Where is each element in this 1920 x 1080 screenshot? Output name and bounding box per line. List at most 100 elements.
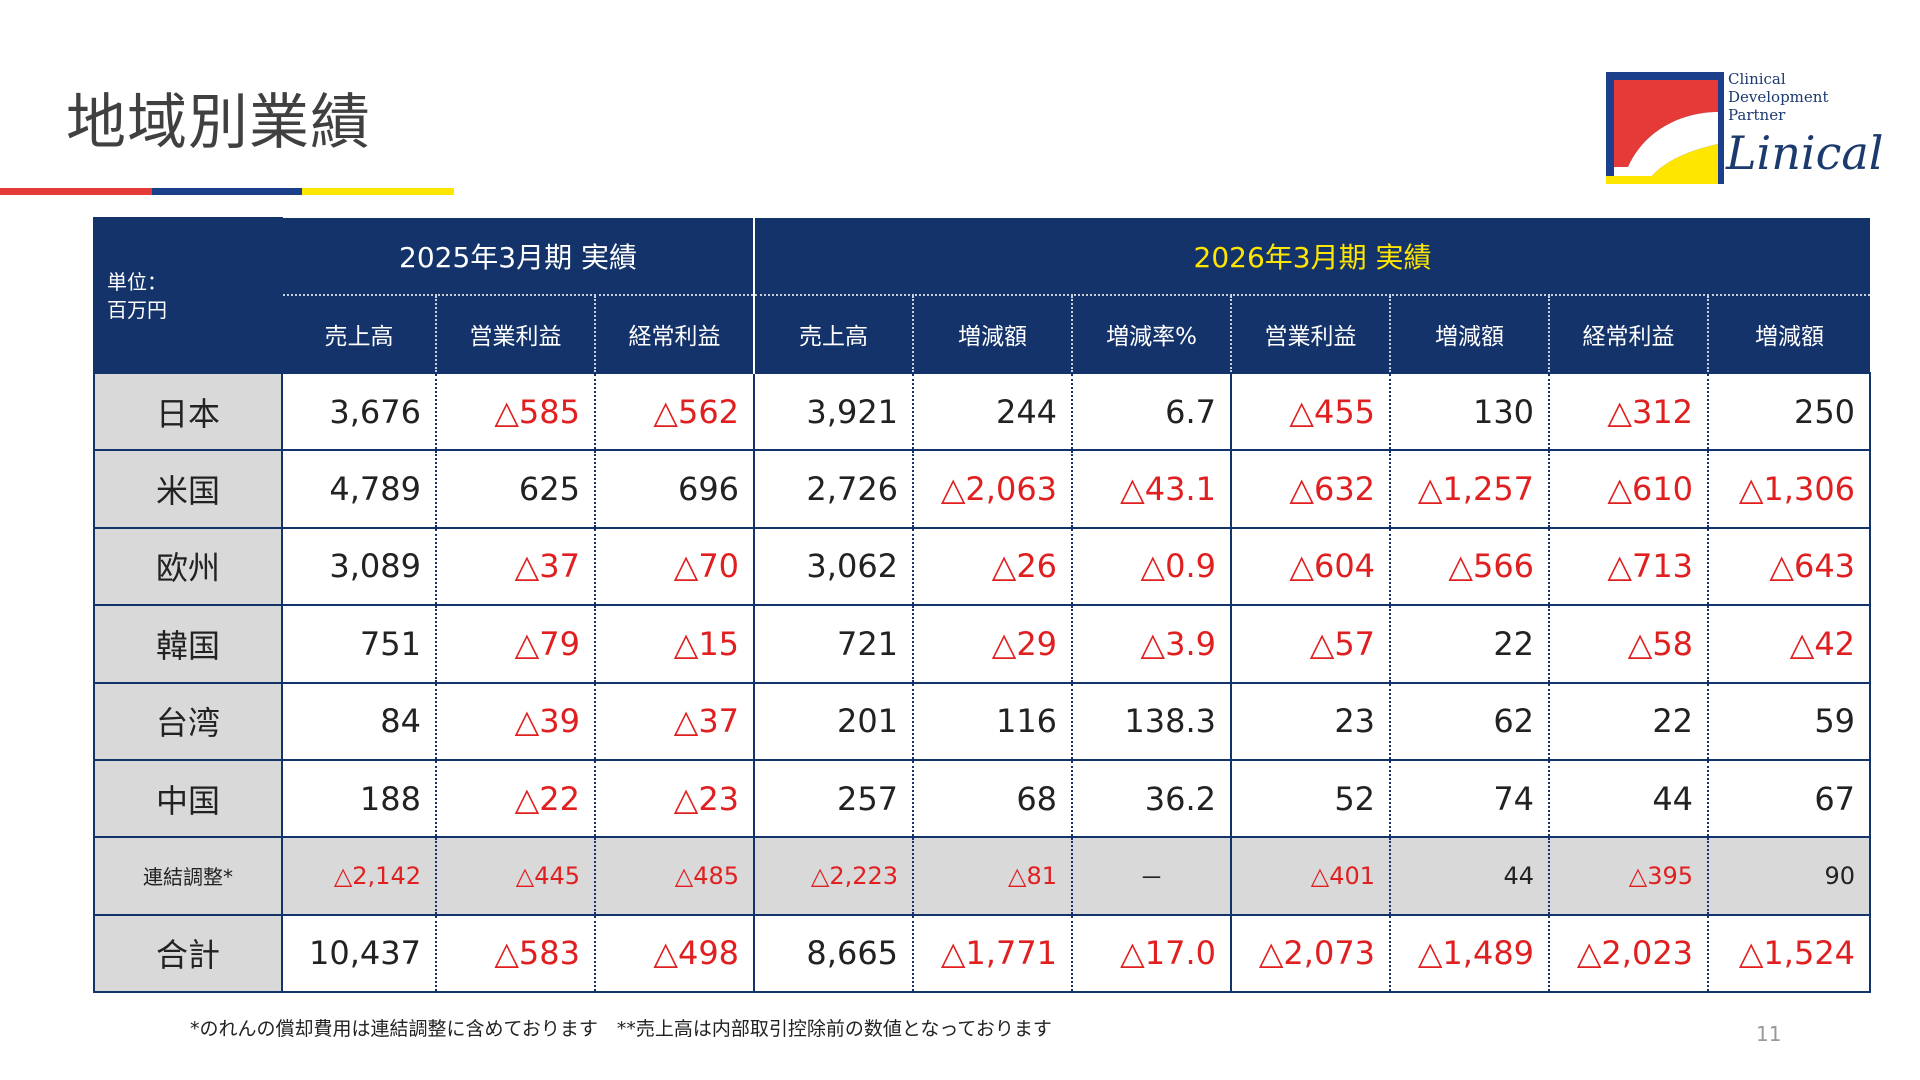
table-cell: 22	[1548, 681, 1709, 761]
table-cell: 4,789	[281, 449, 436, 529]
table-cell: 3,062	[753, 526, 914, 607]
row-label: 台湾	[93, 681, 283, 761]
regional-results-table: 単位： 百万円 2025年3月期 実績 2026年3月期 実績 売上高 営業利益経…	[93, 217, 1872, 994]
table-cell: 201	[753, 681, 914, 761]
table-cell: 84	[281, 681, 436, 761]
column-header: 経常利益	[1548, 295, 1709, 373]
table-cell: △2,142	[281, 836, 436, 916]
table-cell: △485	[593, 836, 755, 916]
column-header: 増減率%	[1071, 295, 1232, 373]
table-cell: △0.9	[1071, 526, 1232, 607]
table-cell: △610	[1548, 449, 1709, 529]
logo-wordmark: Linical	[1726, 126, 1884, 180]
table-cell: 3,089	[281, 526, 436, 607]
table-cell: △39	[435, 681, 595, 761]
table-cell: △498	[593, 913, 755, 994]
row-label: 連結調整*	[93, 836, 283, 916]
unit-label-line1: 単位：	[107, 269, 167, 294]
table-row: 連結調整* △2,142 △445 △485 △2,223 △81 － △401 44 △395 9…	[93, 836, 1872, 916]
row-label: 韓国	[93, 604, 283, 684]
table-cell: 188	[281, 758, 436, 839]
table-cell: 130	[1389, 371, 1550, 452]
row-label: 中国	[93, 758, 283, 839]
table-cell: 721	[753, 604, 914, 684]
table-cell: 67	[1707, 758, 1872, 839]
table-cell: △1,524	[1707, 913, 1872, 994]
table-cell: △1,771	[912, 913, 1073, 994]
table-cell: 74	[1389, 758, 1550, 839]
page-number: 11	[1756, 1022, 1782, 1046]
unit-label: 単位： 百万円	[93, 217, 283, 374]
table-cell: 250	[1707, 371, 1872, 452]
column-header: 経常利益	[593, 295, 755, 373]
table-cell: △42	[1707, 604, 1872, 684]
unit-label-line2: 百万円	[107, 297, 167, 322]
table-cell: 625	[435, 449, 595, 529]
table-cell: 116	[912, 681, 1073, 761]
table-cell: △562	[593, 371, 755, 452]
column-header: 売上高	[753, 295, 914, 373]
table-cell: △26	[912, 526, 1073, 607]
table-cell: 23	[1230, 681, 1391, 761]
table-cell: △2,023	[1548, 913, 1709, 994]
table-row: 日本 3,676 △585 △562 3,921 244 6.7 △455 130 △312 250	[93, 371, 1872, 452]
table-cell: △37	[435, 526, 595, 607]
table-cell: △455	[1230, 371, 1391, 452]
table-cell: △445	[435, 836, 595, 916]
table-cell: △70	[593, 526, 755, 607]
row-label: 欧州	[93, 526, 283, 607]
table-row: 合計 10,437 △583 △498 8,665 △1,771 △17.0 △2,073 △1…	[93, 913, 1872, 994]
table-row: 米国 4,789 625 696 2,726 △2,063 △43.1 △632 △1,257 △…	[93, 449, 1872, 529]
table-cell: 59	[1707, 681, 1872, 761]
column-header: 営業利益	[435, 295, 595, 373]
title-underline-blue	[152, 188, 302, 195]
table-cell: △395	[1548, 836, 1709, 916]
table-cell: △58	[1548, 604, 1709, 684]
table-cell: △643	[1707, 526, 1872, 607]
table-cell: △1,306	[1707, 449, 1872, 529]
table-cell: △632	[1230, 449, 1391, 529]
table-cell: △23	[593, 758, 755, 839]
table-cell: △401	[1230, 836, 1391, 916]
logo-tagline-line3: Partner	[1728, 106, 1786, 124]
table-cell: △713	[1548, 526, 1709, 607]
table-row: 中国 188 △22 △23 257 68 36.2 52 74 44 67	[93, 758, 1872, 839]
column-header: 営業利益	[1230, 295, 1391, 373]
table-cell: △585	[435, 371, 595, 452]
table-row: 韓国 751 △79 △15 721 △29 △3.9 △57 22 △58 △42	[93, 604, 1872, 684]
table-cell: 8,665	[753, 913, 914, 994]
table-cell: 696	[593, 449, 755, 529]
table-cell: △15	[593, 604, 755, 684]
linical-logo: Clinical Development Partner Linical	[1606, 68, 1896, 186]
table-cell: 22	[1389, 604, 1550, 684]
logo-tagline-line2: Development	[1728, 88, 1829, 106]
table-cell: △17.0	[1071, 913, 1232, 994]
table-cell: 52	[1230, 758, 1391, 839]
page-title: 地域別業績	[66, 88, 371, 158]
table-cell: 751	[281, 604, 436, 684]
period-header-2025: 2025年3月期 実績	[280, 218, 755, 296]
table-row: 欧州 3,089 △37 △70 3,062 △26 △0.9 △604 △566 △713 △64…	[93, 526, 1872, 607]
table-row: 台湾 84 △39 △37 201 116 138.3 23 62 22 59	[93, 681, 1872, 761]
table-cell: 138.3	[1071, 681, 1232, 761]
table-cell: 3,676	[281, 371, 436, 452]
column-header: 増減額	[1707, 295, 1871, 373]
column-header: 増減額	[1389, 295, 1550, 373]
table-cell: △566	[1389, 526, 1550, 607]
table-cell: 10,437	[281, 913, 436, 994]
column-header: 増減額	[912, 295, 1073, 373]
table-cell: 62	[1389, 681, 1550, 761]
row-label: 合計	[93, 913, 283, 994]
table-cell: △1,257	[1389, 449, 1550, 529]
linical-logo-mark	[1606, 72, 1724, 184]
table-cell: △2,223	[753, 836, 914, 916]
table-cell: △2,063	[912, 449, 1073, 529]
table-cell: △43.1	[1071, 449, 1232, 529]
table-cell: 44	[1389, 836, 1550, 916]
table-cell: △583	[435, 913, 595, 994]
table-cell: 244	[912, 371, 1073, 452]
table-cell: △312	[1548, 371, 1709, 452]
row-label: 米国	[93, 449, 283, 529]
column-header: 売上高	[281, 295, 436, 373]
table-cell: △29	[912, 604, 1073, 684]
